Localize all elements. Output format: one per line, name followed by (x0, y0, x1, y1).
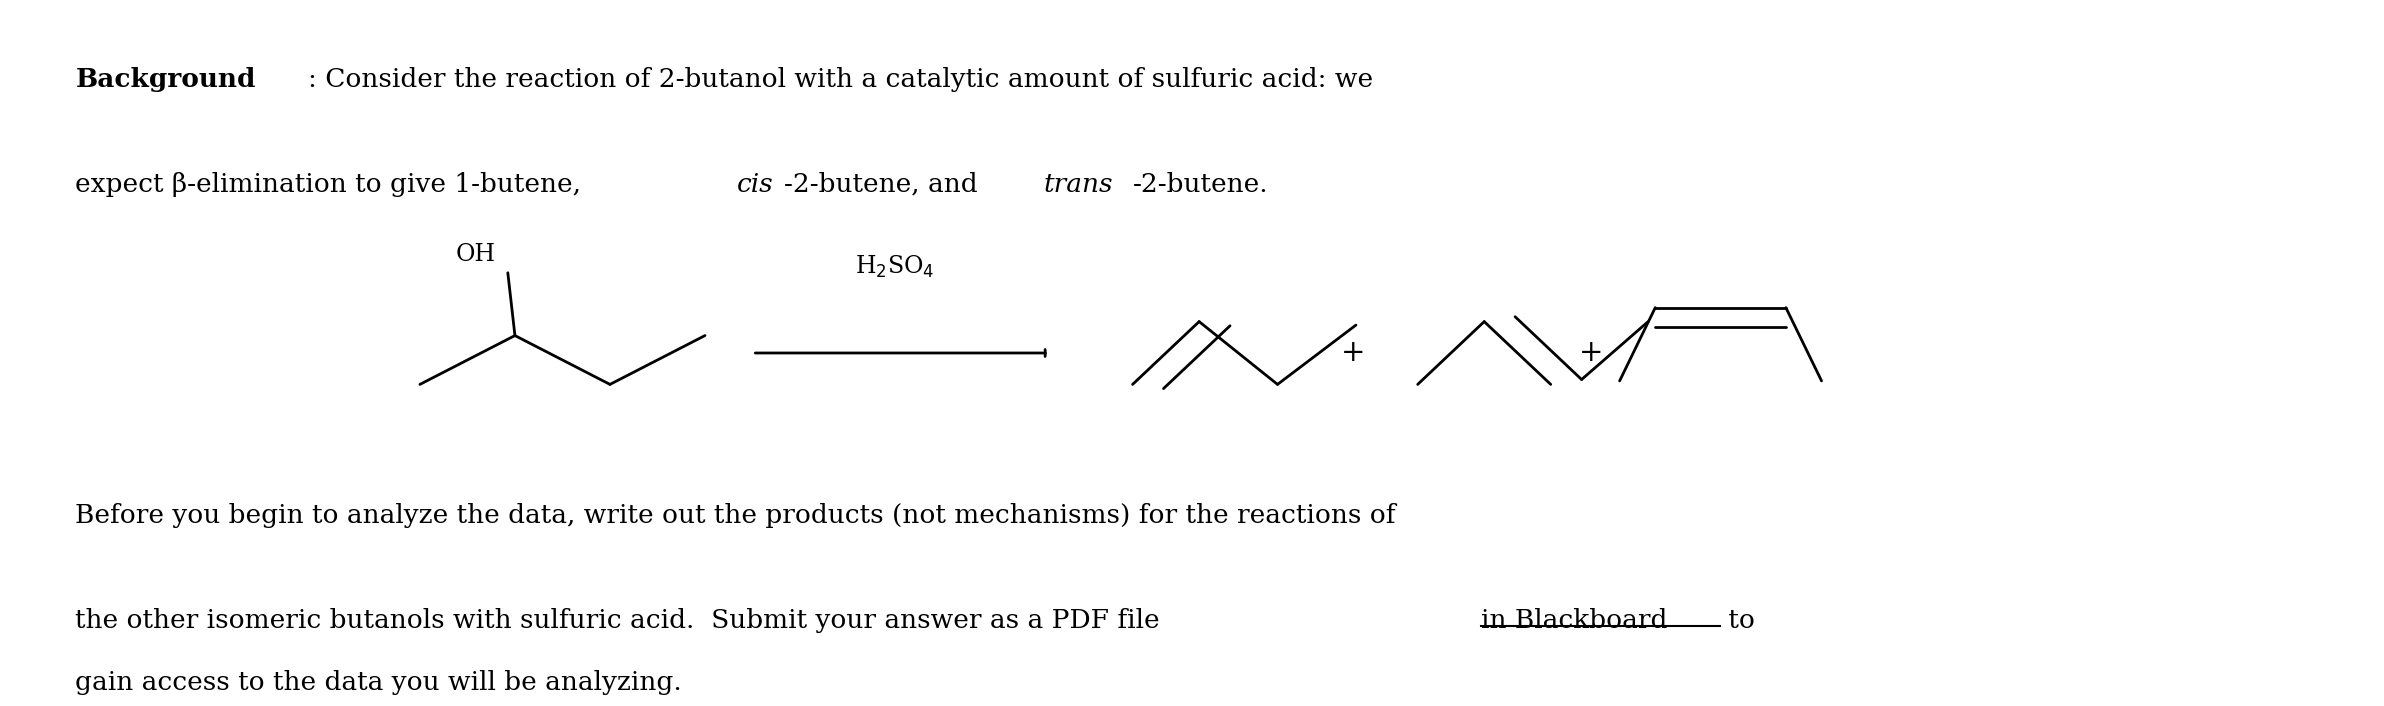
Text: the other isomeric butanols with sulfuric acid.  Submit your answer as a PDF fil: the other isomeric butanols with sulfuri… (76, 608, 1168, 633)
Text: OH: OH (455, 243, 496, 265)
Text: in Blackboard: in Blackboard (1480, 608, 1666, 633)
Text: H$_2$SO$_4$: H$_2$SO$_4$ (856, 253, 935, 280)
Text: trans: trans (1044, 172, 1113, 196)
Text: Background: Background (76, 67, 255, 92)
Text: : Consider the reaction of 2-butanol with a catalytic amount of sulfuric acid: w: : Consider the reaction of 2-butanol wit… (308, 67, 1373, 92)
Text: expect β-elimination to give 1-butene,: expect β-elimination to give 1-butene, (76, 172, 589, 196)
Text: +: + (1578, 339, 1604, 367)
Text: cis: cis (737, 172, 772, 196)
Text: -2-butene, and: -2-butene, and (784, 172, 987, 196)
Text: -2-butene.: -2-butene. (1132, 172, 1268, 196)
Text: Before you begin to analyze the data, write out the products (not mechanisms) fo: Before you begin to analyze the data, wr… (76, 503, 1397, 528)
Text: to: to (1721, 608, 1755, 633)
Text: +: + (1342, 339, 1366, 367)
Text: gain access to the data you will be analyzing.: gain access to the data you will be anal… (76, 670, 682, 695)
